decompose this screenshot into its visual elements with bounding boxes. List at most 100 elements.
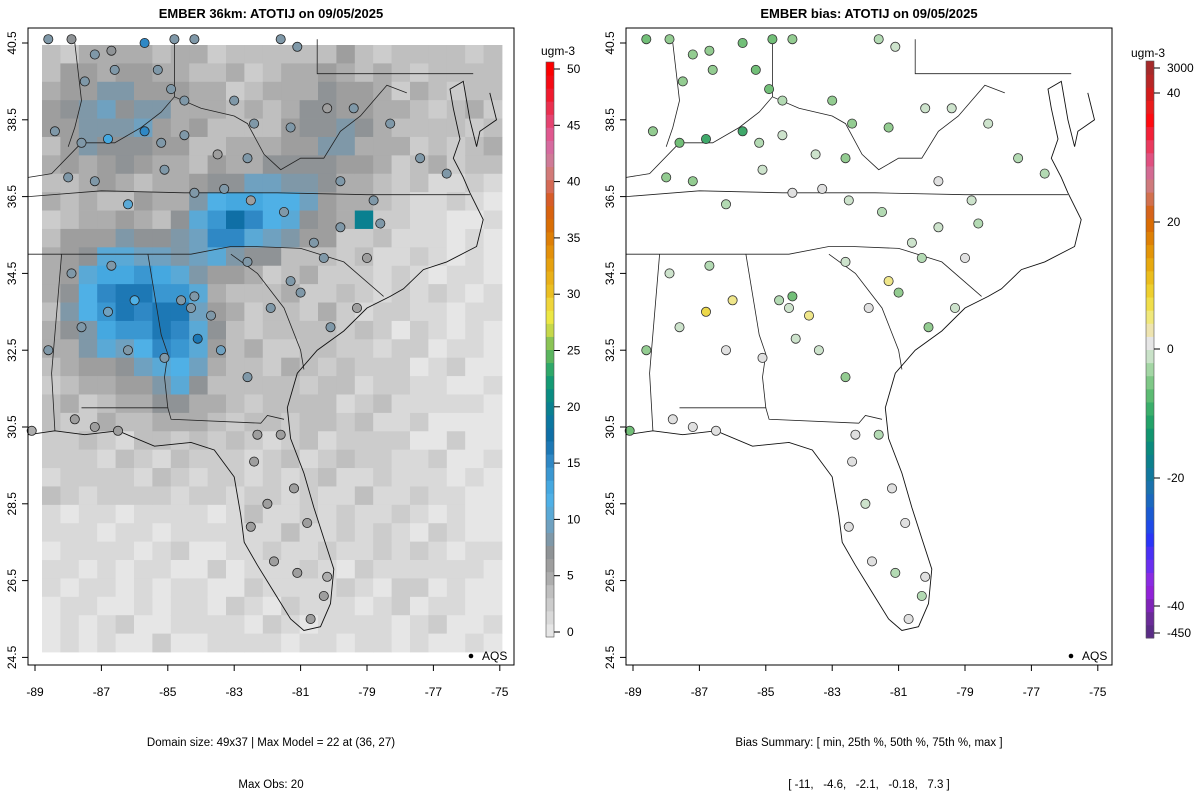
obs-site-marker[interactable]	[156, 137, 167, 148]
obs-site-marker[interactable]	[106, 260, 117, 271]
bias-site-marker[interactable]	[873, 429, 884, 440]
obs-site-marker[interactable]	[348, 103, 359, 114]
bias-site-marker[interactable]	[920, 103, 931, 114]
obs-site-marker[interactable]	[103, 133, 114, 144]
bias-site-marker[interactable]	[737, 38, 748, 49]
bias-site-marker[interactable]	[847, 118, 858, 129]
obs-site-marker[interactable]	[113, 425, 124, 436]
obs-site-marker[interactable]	[215, 345, 226, 356]
obs-site-marker[interactable]	[318, 252, 329, 263]
obs-site-marker[interactable]	[179, 95, 190, 106]
bias-site-marker[interactable]	[674, 137, 685, 148]
obs-site-marker[interactable]	[265, 302, 276, 313]
obs-site-marker[interactable]	[179, 130, 190, 141]
bias-site-marker[interactable]	[1013, 153, 1024, 164]
bias-site-marker[interactable]	[966, 195, 977, 206]
obs-site-marker[interactable]	[262, 498, 273, 509]
obs-site-marker[interactable]	[285, 276, 296, 287]
bias-site-marker[interactable]	[750, 64, 761, 75]
obs-site-marker[interactable]	[76, 137, 87, 148]
obs-site-marker[interactable]	[123, 345, 134, 356]
bias-site-marker[interactable]	[757, 352, 768, 363]
bias-site-marker[interactable]	[624, 425, 635, 436]
bias-site-marker[interactable]	[863, 302, 874, 313]
bias-site-marker[interactable]	[900, 518, 911, 529]
obs-site-marker[interactable]	[292, 567, 303, 578]
bias-site-marker[interactable]	[787, 34, 798, 45]
bias-site-marker[interactable]	[704, 45, 715, 56]
obs-site-marker[interactable]	[79, 76, 90, 87]
obs-site-marker[interactable]	[129, 295, 140, 306]
obs-site-marker[interactable]	[159, 352, 170, 363]
bias-site-marker[interactable]	[641, 345, 652, 356]
bias-site-marker[interactable]	[737, 126, 748, 137]
bias-site-marker[interactable]	[687, 421, 698, 432]
obs-site-marker[interactable]	[49, 126, 60, 137]
bias-site-marker[interactable]	[677, 76, 688, 87]
obs-site-marker[interactable]	[322, 103, 333, 114]
obs-site-marker[interactable]	[245, 195, 256, 206]
bias-site-marker[interactable]	[777, 95, 788, 106]
bias-site-marker[interactable]	[840, 372, 851, 383]
bias-site-marker[interactable]	[847, 456, 858, 467]
obs-site-marker[interactable]	[335, 222, 346, 233]
obs-site-marker[interactable]	[106, 45, 117, 56]
bias-site-marker[interactable]	[687, 49, 698, 60]
obs-site-marker[interactable]	[249, 118, 260, 129]
obs-site-marker[interactable]	[361, 252, 372, 263]
bias-site-marker[interactable]	[774, 295, 785, 306]
obs-site-marker[interactable]	[368, 195, 379, 206]
bias-site-marker[interactable]	[711, 425, 722, 436]
bias-site-marker[interactable]	[920, 571, 931, 582]
obs-site-marker[interactable]	[89, 176, 100, 187]
obs-site-marker[interactable]	[308, 237, 319, 248]
bias-site-marker[interactable]	[701, 306, 712, 317]
bias-site-marker[interactable]	[893, 287, 904, 298]
obs-site-marker[interactable]	[66, 34, 77, 45]
obs-site-marker[interactable]	[375, 218, 386, 229]
bias-site-marker[interactable]	[664, 268, 675, 279]
obs-site-marker[interactable]	[176, 295, 187, 306]
bias-site-marker[interactable]	[790, 333, 801, 344]
obs-site-marker[interactable]	[275, 429, 286, 440]
obs-site-marker[interactable]	[229, 95, 240, 106]
obs-site-marker[interactable]	[295, 287, 306, 298]
bias-site-marker[interactable]	[860, 498, 871, 509]
bias-site-marker[interactable]	[916, 591, 927, 602]
bias-site-marker[interactable]	[890, 567, 901, 578]
obs-site-marker[interactable]	[192, 333, 203, 344]
bias-site-marker[interactable]	[983, 118, 994, 129]
bias-site-marker[interactable]	[674, 322, 685, 333]
bias-site-marker[interactable]	[647, 126, 658, 137]
bias-site-marker[interactable]	[887, 483, 898, 494]
obs-site-marker[interactable]	[185, 302, 196, 313]
bias-site-marker[interactable]	[883, 122, 894, 133]
bias-site-marker[interactable]	[787, 291, 798, 302]
bias-site-marker[interactable]	[933, 176, 944, 187]
obs-site-marker[interactable]	[351, 302, 362, 313]
obs-site-marker[interactable]	[159, 164, 170, 175]
bias-site-marker[interactable]	[767, 34, 778, 45]
obs-site-marker[interactable]	[109, 64, 120, 75]
obs-site-marker[interactable]	[252, 429, 263, 440]
bias-site-marker[interactable]	[727, 295, 738, 306]
bias-site-marker[interactable]	[813, 345, 824, 356]
bias-site-marker[interactable]	[754, 137, 765, 148]
bias-site-marker[interactable]	[840, 153, 851, 164]
obs-site-marker[interactable]	[219, 183, 230, 194]
bias-site-marker[interactable]	[787, 187, 798, 198]
obs-site-marker[interactable]	[166, 84, 177, 95]
obs-site-marker[interactable]	[89, 421, 100, 432]
obs-site-marker[interactable]	[318, 591, 329, 602]
obs-site-marker[interactable]	[89, 49, 100, 60]
obs-site-marker[interactable]	[285, 122, 296, 133]
bias-site-marker[interactable]	[923, 322, 934, 333]
obs-site-marker[interactable]	[43, 34, 54, 45]
bias-site-marker[interactable]	[946, 103, 957, 114]
bias-site-marker[interactable]	[721, 345, 732, 356]
obs-site-marker[interactable]	[415, 153, 426, 164]
obs-site-marker[interactable]	[292, 41, 303, 52]
bias-site-marker[interactable]	[903, 614, 914, 625]
bias-site-marker[interactable]	[1039, 168, 1050, 179]
bias-site-marker[interactable]	[890, 41, 901, 52]
